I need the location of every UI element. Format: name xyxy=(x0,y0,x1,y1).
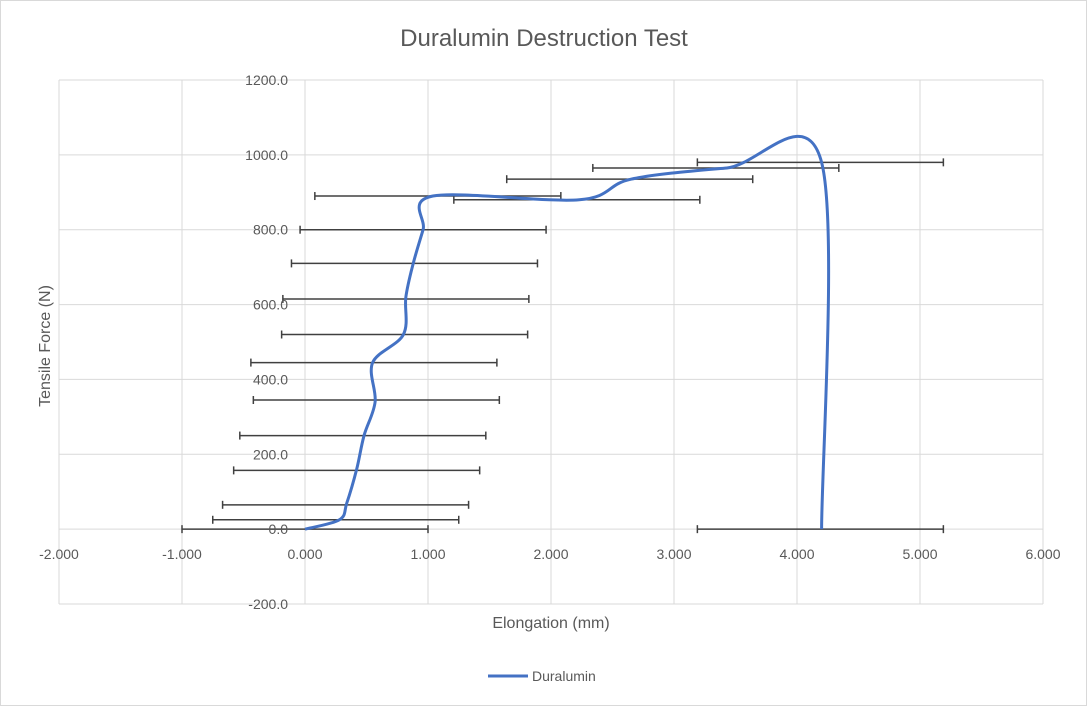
x-tick-label: -2.000 xyxy=(39,546,79,562)
y-tick-label: 1000.0 xyxy=(245,147,288,163)
x-tick-label: -1.000 xyxy=(162,546,202,562)
y-tick-label: 800.0 xyxy=(253,222,288,238)
gridlines xyxy=(58,79,1044,605)
y-tick-label: 400.0 xyxy=(253,371,288,387)
y-tick-label: -200.0 xyxy=(248,596,288,612)
x-axis-title: Elongation (mm) xyxy=(492,615,609,632)
x-tick-label: 6.000 xyxy=(1025,546,1060,562)
legend-label: Duralumin xyxy=(532,668,596,684)
error-bar xyxy=(212,515,460,524)
legend: Duralumin xyxy=(488,668,596,684)
y-tick-label: 1200.0 xyxy=(245,72,288,88)
y-tick-label: 0.0 xyxy=(269,521,289,537)
series-layer xyxy=(304,135,831,531)
x-tick-label: 1.000 xyxy=(410,546,445,562)
x-tick-labels: -2.000 -1.000 0.000 1.000 2.000 3.000 4.000 5.0… xyxy=(39,546,1061,562)
chart-title: Duralumin Destruction Test xyxy=(400,25,688,52)
y-axis-title: Tensile Force (N) xyxy=(37,285,54,407)
x-tick-label: 3.000 xyxy=(656,546,691,562)
series-line-duralumin xyxy=(304,135,831,531)
y-tick-label: 200.0 xyxy=(253,446,288,462)
x-tick-label: 4.000 xyxy=(779,546,814,562)
x-tick-label: 2.000 xyxy=(533,546,568,562)
error-bars xyxy=(181,158,945,534)
y-tick-label: 600.0 xyxy=(253,297,288,313)
x-tick-label: 5.000 xyxy=(902,546,937,562)
y-tick-labels: -200.0 0.0 200.0 400.0 600.0 800.0 1000.0 1200.… xyxy=(245,72,288,612)
x-tick-label: 0.000 xyxy=(287,546,322,562)
